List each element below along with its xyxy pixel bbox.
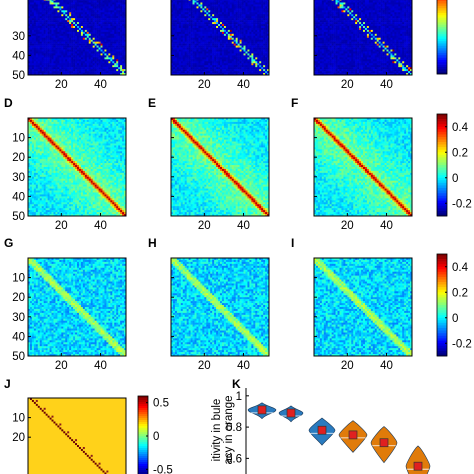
- y-tick-label: 40: [12, 331, 25, 343]
- panel-letter-g: G: [4, 236, 13, 250]
- x-tick-label: 40: [94, 220, 107, 232]
- colorbar-tick-label: 0: [452, 313, 458, 325]
- x-tick-label: 40: [94, 360, 107, 372]
- x-tick-label: 20: [55, 79, 68, 91]
- colorbar-tick-label: 0: [452, 173, 458, 185]
- colorbar-row2: 0.4 0.2 0 -0.2: [436, 113, 472, 217]
- panel-letter-k: K: [232, 377, 241, 391]
- x-tick-label: 20: [55, 220, 68, 232]
- panel-letter-h: H: [148, 236, 157, 250]
- violin-median-marker: [413, 461, 423, 471]
- heatmap-dense-5: [314, 118, 413, 217]
- heatmap-sparse-2: [314, 0, 413, 76]
- colorbar-tick-label: 0: [153, 431, 159, 443]
- k-y-tick-label: 0.8: [226, 422, 242, 434]
- x-tick-label: 40: [237, 360, 250, 372]
- y-tick-label: 10: [12, 273, 25, 285]
- colorbar-row3: 0.4 0.2 0 -0.2: [436, 253, 472, 357]
- x-tick-label: 20: [341, 79, 354, 91]
- violin-median-marker: [257, 405, 267, 415]
- axes-dense-5: 20 40: [313, 117, 413, 232]
- x-tick-label: 40: [94, 79, 107, 91]
- x-tick-label: 40: [237, 220, 250, 232]
- x-tick-label: 20: [341, 360, 354, 372]
- colorbar-tick-label: 0.5: [153, 398, 169, 410]
- axes-sparse-2: 20 40: [313, 0, 413, 91]
- colorbar-tick-label: 0.4: [452, 262, 469, 274]
- violin-median-marker: [317, 425, 327, 435]
- colorbar-tick-label: 0.2: [452, 147, 468, 159]
- y-tick-label: 30: [12, 312, 25, 324]
- x-tick-label: 40: [380, 220, 393, 232]
- panel-letter-f: F: [291, 96, 298, 110]
- heatmap-noisy-6: [28, 258, 127, 357]
- panel-letter-j: J: [4, 377, 11, 391]
- axes-noisy-8: 20 40: [313, 257, 413, 372]
- y-tick-label: 50: [12, 70, 25, 82]
- violin-median-marker: [348, 430, 358, 440]
- y-tick-label: 20: [12, 432, 25, 444]
- heatmap-noisy-8: [314, 258, 413, 357]
- axes-sparse-0: 30 40 50 20 40: [12, 0, 127, 91]
- heatmap-layer: [28, 0, 413, 474]
- violin-median-marker: [286, 408, 296, 418]
- violin-body: [405, 445, 431, 474]
- k-y-tick-label: 0.6: [226, 453, 242, 465]
- x-tick-label: 20: [341, 220, 354, 232]
- colorbar-tick-label: -0.2: [452, 198, 472, 210]
- y-tick-label: 10: [12, 133, 25, 145]
- heatmap-sparse-0: [28, 0, 127, 76]
- colorbar-tick-label: 0.2: [452, 287, 468, 299]
- heatmap-binary-9: [28, 398, 126, 474]
- heatmap-dense-3: [28, 118, 127, 217]
- x-tick-label: 20: [198, 79, 211, 91]
- colorbar-tick-label: -0.2: [452, 338, 472, 350]
- y-tick-label: 50: [12, 351, 25, 363]
- panel-letter-e: E: [148, 96, 156, 110]
- axes-dense-4: 20 40: [170, 117, 270, 232]
- y-tick-label: 20: [12, 152, 25, 164]
- k-ylabel-line-1: itivity in bule: [211, 399, 223, 462]
- y-tick-label: 40: [12, 50, 25, 62]
- colorbar-j: 0.5 0 -0.5: [137, 395, 173, 474]
- y-tick-label: 10: [12, 413, 25, 425]
- axes-noisy-7: 20 40: [170, 257, 270, 372]
- axes-sparse-1: 20 40: [170, 0, 270, 91]
- axes-binary-9: 10 20: [12, 397, 127, 474]
- colorbar-tick-label: -0.5: [153, 464, 173, 474]
- x-tick-label: 20: [198, 220, 211, 232]
- heatmap-noisy-7: [171, 258, 270, 357]
- violin-median-marker: [379, 438, 389, 448]
- x-tick-label: 40: [380, 79, 393, 91]
- panel-letter-d: D: [4, 96, 13, 110]
- k-ylabel-line-2: acy in orange: [223, 395, 235, 464]
- x-tick-label: 40: [380, 360, 393, 372]
- x-tick-label: 40: [237, 79, 250, 91]
- panel-letter-i: I: [291, 236, 294, 250]
- axes-noisy-6: 10 20 30 40 50 20 40: [12, 257, 127, 372]
- heatmap-sparse-1: [171, 0, 270, 76]
- y-tick-label: 40: [12, 191, 25, 203]
- colorbar-row1: [436, 0, 448, 75]
- x-tick-label: 20: [198, 360, 211, 372]
- colorbar-tick-label: 0.4: [452, 122, 469, 134]
- y-tick-label: 50: [12, 211, 25, 223]
- colorbar-layer: 0.4 0.2 0 -0.2 0.4 0.2 0 -0.2 0.5 0 -0.5: [137, 0, 472, 474]
- x-tick-label: 20: [55, 360, 68, 372]
- panel-labels: D E F G H I J K: [4, 96, 298, 391]
- y-tick-label: 30: [12, 172, 25, 184]
- k-y-tick-label: 1: [236, 391, 242, 403]
- y-tick-label: 30: [12, 31, 25, 43]
- heatmap-dense-4: [171, 118, 270, 217]
- y-tick-label: 20: [12, 292, 25, 304]
- axes-dense-3: 10 20 30 40 50 20 40: [12, 117, 127, 232]
